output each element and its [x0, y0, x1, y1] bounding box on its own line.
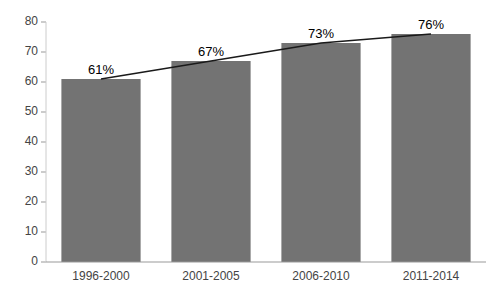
y-tick: [41, 112, 46, 113]
y-axis-line: [46, 22, 47, 262]
y-tick-label: 60: [25, 74, 39, 88]
x-tick-label: 2011-2014: [403, 269, 460, 283]
bar: [61, 79, 140, 262]
y-tick: [41, 142, 46, 143]
y-axis: 0 10 20 30 40 50 60 70 80: [25, 14, 46, 268]
y-tick-label: 20: [25, 194, 39, 208]
chart: 0 10 20 30 40 50 60 70 80 61% 67% 73% 76% 1996-2000 20…: [0, 0, 500, 296]
bar: [171, 61, 250, 262]
data-labels: 61% 67% 73% 76%: [88, 17, 444, 77]
y-tick-label: 70: [25, 44, 39, 58]
data-label: 67%: [198, 44, 224, 59]
trend-line: [101, 34, 431, 79]
bar: [281, 43, 360, 262]
y-tick: [41, 52, 46, 53]
data-label: 61%: [88, 62, 114, 77]
y-tick: [41, 232, 46, 233]
data-label: 73%: [308, 26, 334, 41]
x-tick-label: 1996-2000: [72, 269, 130, 283]
x-tick-label: 2006-2010: [292, 269, 350, 283]
y-tick-label: 80: [25, 14, 39, 28]
x-axis: 1996-2000 2001-2005 2006-2010 2011-2014: [46, 262, 486, 283]
y-tick: [41, 172, 46, 173]
y-tick: [41, 262, 46, 263]
x-axis-line: [46, 262, 486, 263]
bar: [391, 34, 470, 262]
x-tick-label: 2001-2005: [182, 269, 240, 283]
y-tick-label: 30: [25, 164, 39, 178]
y-tick: [41, 82, 46, 83]
data-label: 76%: [418, 17, 444, 32]
y-tick: [41, 202, 46, 203]
y-tick-label: 10: [25, 224, 39, 238]
y-tick-label: 40: [25, 134, 39, 148]
y-tick-label: 50: [25, 104, 39, 118]
plot-area: [61, 34, 470, 262]
y-tick: [41, 22, 46, 23]
y-tick-label: 0: [31, 254, 38, 268]
